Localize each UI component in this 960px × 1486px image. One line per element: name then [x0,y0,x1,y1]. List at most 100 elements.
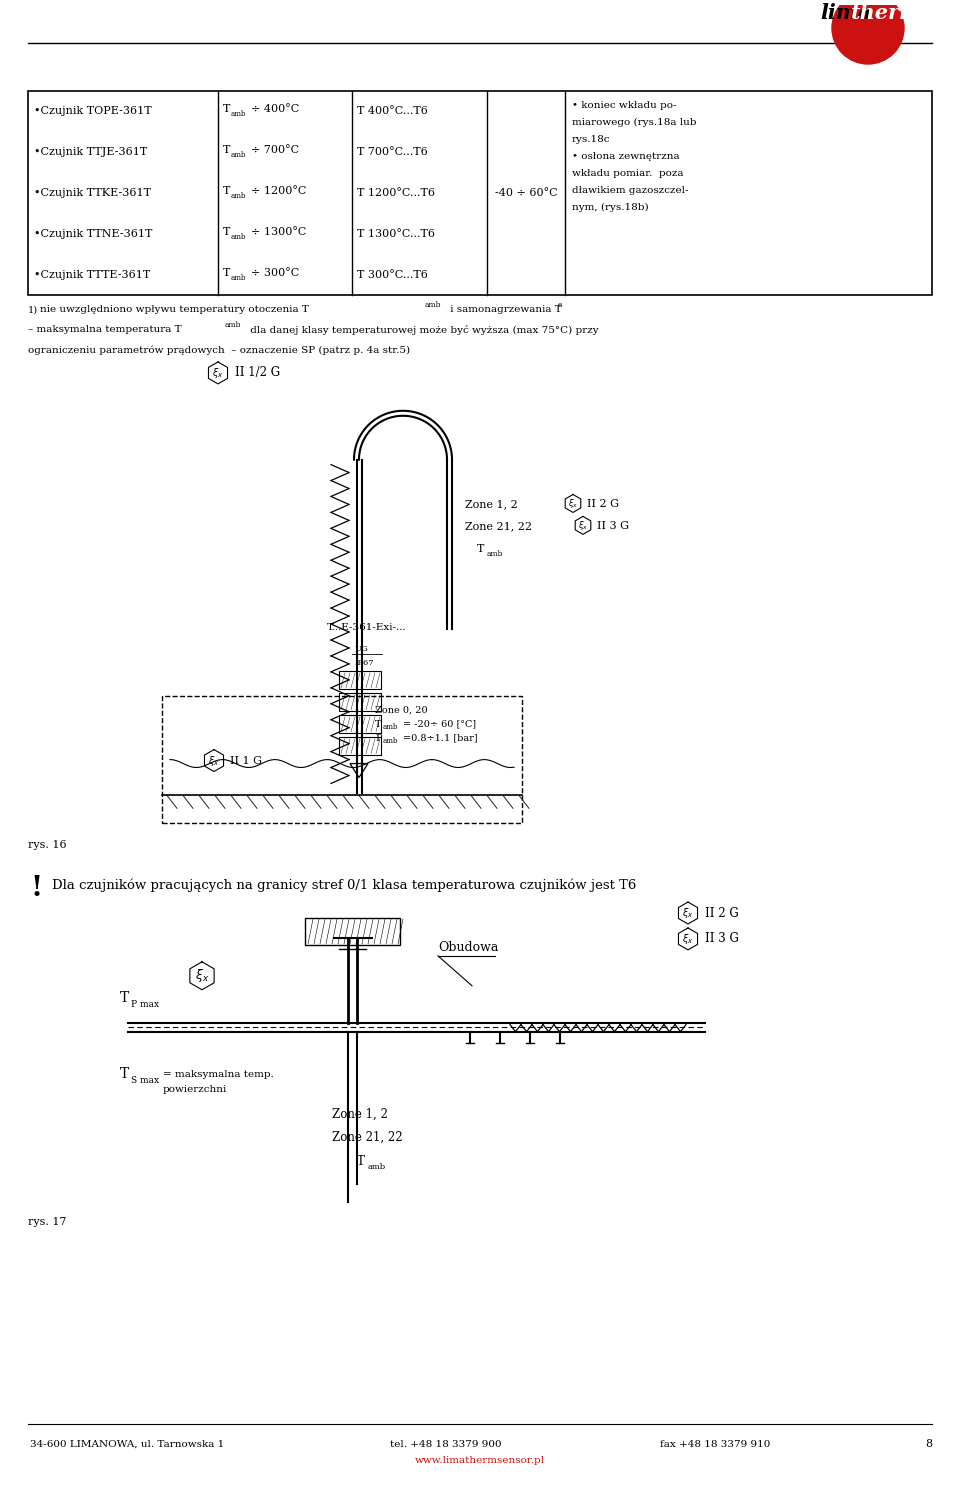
Bar [305,918,400,945]
Text: 34-600 LIMANOWA, ul. Tarnowska 1: 34-600 LIMANOWA, ul. Tarnowska 1 [30,1440,225,1449]
Text: T...E-361-Exi-...: T...E-361-Exi-... [327,623,407,632]
Bar [339,670,381,690]
Text: ÷ 400°C: ÷ 400°C [251,104,300,114]
Text: fax +48 18 3379 910: fax +48 18 3379 910 [660,1440,770,1449]
Text: T 1300°C...T6: T 1300°C...T6 [357,229,435,239]
Text: amb: amb [231,233,247,241]
Text: dla danej klasy temperaturowej może być wyższa (max 75°C) przy: dla danej klasy temperaturowej może być … [247,325,599,334]
Text: Dla czujników pracujących na granicy stref 0/1 klasa temperaturowa czujników jes: Dla czujników pracujących na granicy str… [52,878,636,892]
Text: powierzchni: powierzchni [163,1085,228,1094]
Text: =0.8÷1.1 [bar]: =0.8÷1.1 [bar] [403,734,478,743]
Text: P max: P max [131,1000,159,1009]
Text: T: T [120,1067,130,1082]
Text: •Czujnik TTTE-361T: •Czujnik TTTE-361T [34,270,151,279]
Text: $\xi_x$: $\xi_x$ [578,519,588,532]
Text: -40 ÷ 60°C: -40 ÷ 60°C [494,189,558,198]
Text: UG: UG [355,645,369,652]
Text: amb: amb [383,737,398,744]
Bar [339,692,381,710]
Text: $\xi_x$: $\xi_x$ [208,753,220,768]
Text: amb: amb [225,321,242,328]
Text: ÷ 700°C: ÷ 700°C [251,146,300,155]
Text: ograniczeniu parametrów prądowych  – oznaczenie SP (patrz p. 4a str.5): ograniczeniu parametrów prądowych – ozna… [28,345,410,355]
Text: T: T [375,719,382,728]
Text: IP67: IP67 [355,658,374,667]
Text: amb: amb [231,192,247,201]
Text: e: e [558,302,563,309]
Text: !: ! [30,875,42,902]
Text: T 400°C...T6: T 400°C...T6 [357,107,428,116]
Text: II 3 G: II 3 G [597,522,629,532]
Text: Zone 1, 2: Zone 1, 2 [332,1107,388,1120]
Text: S max: S max [131,1076,159,1085]
Text: T: T [357,1155,365,1168]
Text: tel. +48 18 3379 900: tel. +48 18 3379 900 [390,1440,502,1449]
Text: $\xi_x$: $\xi_x$ [568,496,578,510]
Text: T 300°C...T6: T 300°C...T6 [357,270,428,279]
Text: •Czujnik TTNE-361T: •Czujnik TTNE-361T [34,229,153,239]
Text: T 700°C...T6: T 700°C...T6 [357,147,428,158]
Text: II 1 G: II 1 G [230,755,262,765]
Text: amb: amb [231,273,247,282]
Text: T: T [477,544,485,554]
Text: rys. 17: rys. 17 [28,1217,66,1227]
Text: • koniec wkładu po-: • koniec wkładu po- [572,101,677,110]
Text: T: T [223,267,230,278]
Text: $\xi_x$: $\xi_x$ [195,967,209,984]
Text: ÷ 1200°C: ÷ 1200°C [251,186,306,196]
Text: $\xi_x$: $\xi_x$ [212,366,224,380]
Text: 8: 8 [924,1438,932,1449]
Bar [28,91,932,296]
Text: 1): 1) [28,305,38,314]
Text: wkładu pomiar.  poza: wkładu pomiar. poza [572,168,684,178]
Circle shape [832,0,904,64]
Text: T: T [223,146,230,155]
Text: T 1200°C...T6: T 1200°C...T6 [357,189,435,198]
Text: rys. 16: rys. 16 [28,840,66,850]
Text: www.limathermsensor.pl: www.limathermsensor.pl [415,1456,545,1465]
Text: SENSOR: SENSOR [843,30,900,42]
Text: ÷ 1300°C: ÷ 1300°C [251,227,306,236]
Text: Zone 21, 22: Zone 21, 22 [332,1131,402,1144]
Text: nie uwzględniono wpływu temperatury otoczenia T: nie uwzględniono wpływu temperatury otoc… [40,305,309,314]
Text: T: T [223,186,230,196]
Text: T: T [223,104,230,114]
Text: $\xi_x$: $\xi_x$ [683,932,694,947]
Text: Zone 0, 20: Zone 0, 20 [375,706,427,715]
Text: P: P [375,734,382,743]
Text: II 1/2 G: II 1/2 G [235,367,280,379]
Text: amb: amb [231,152,247,159]
Text: ÷ 300°C: ÷ 300°C [251,267,300,278]
Text: • osłona zewnętrzna: • osłona zewnętrzna [572,152,680,160]
Text: amb: amb [425,302,442,309]
Text: Zone 21, 22: Zone 21, 22 [465,522,532,532]
Text: •Czujnik TOPE-361T: •Czujnik TOPE-361T [34,107,152,116]
Text: Zone 1, 2: Zone 1, 2 [465,499,517,510]
Text: amb: amb [487,550,503,559]
Text: therm: therm [851,3,923,24]
Text: •Czujnik TTJE-361T: •Czujnik TTJE-361T [34,147,147,158]
Text: II 2 G: II 2 G [587,499,619,510]
Text: T: T [223,227,230,236]
Text: II 2 G: II 2 G [705,906,739,920]
Text: rys.18c: rys.18c [572,135,611,144]
Text: II 3 G: II 3 G [705,932,739,945]
Bar [339,715,381,733]
Text: amb: amb [231,110,247,119]
Bar [339,737,381,755]
Text: T: T [120,991,130,1005]
Text: nym, (rys.18b): nym, (rys.18b) [572,202,649,211]
Text: dławikiem gazoszczel-: dławikiem gazoszczel- [572,186,688,195]
Text: – maksymalna temperatura T: – maksymalna temperatura T [28,325,181,334]
Text: amb: amb [383,722,398,731]
Bar [162,695,522,823]
Text: $\xi_x$: $\xi_x$ [683,906,694,920]
Text: = -20÷ 60 [°C]: = -20÷ 60 [°C] [403,719,476,728]
Text: lima: lima [820,3,872,24]
Text: •Czujnik TTKE-361T: •Czujnik TTKE-361T [34,189,151,198]
Text: Obudowa: Obudowa [438,942,498,954]
Text: amb: amb [368,1164,386,1171]
Text: miarowego (rys.18a lub: miarowego (rys.18a lub [572,117,697,126]
Text: = maksymalna temp.: = maksymalna temp. [163,1070,274,1079]
Text: i samonagrzewania T: i samonagrzewania T [447,305,562,314]
